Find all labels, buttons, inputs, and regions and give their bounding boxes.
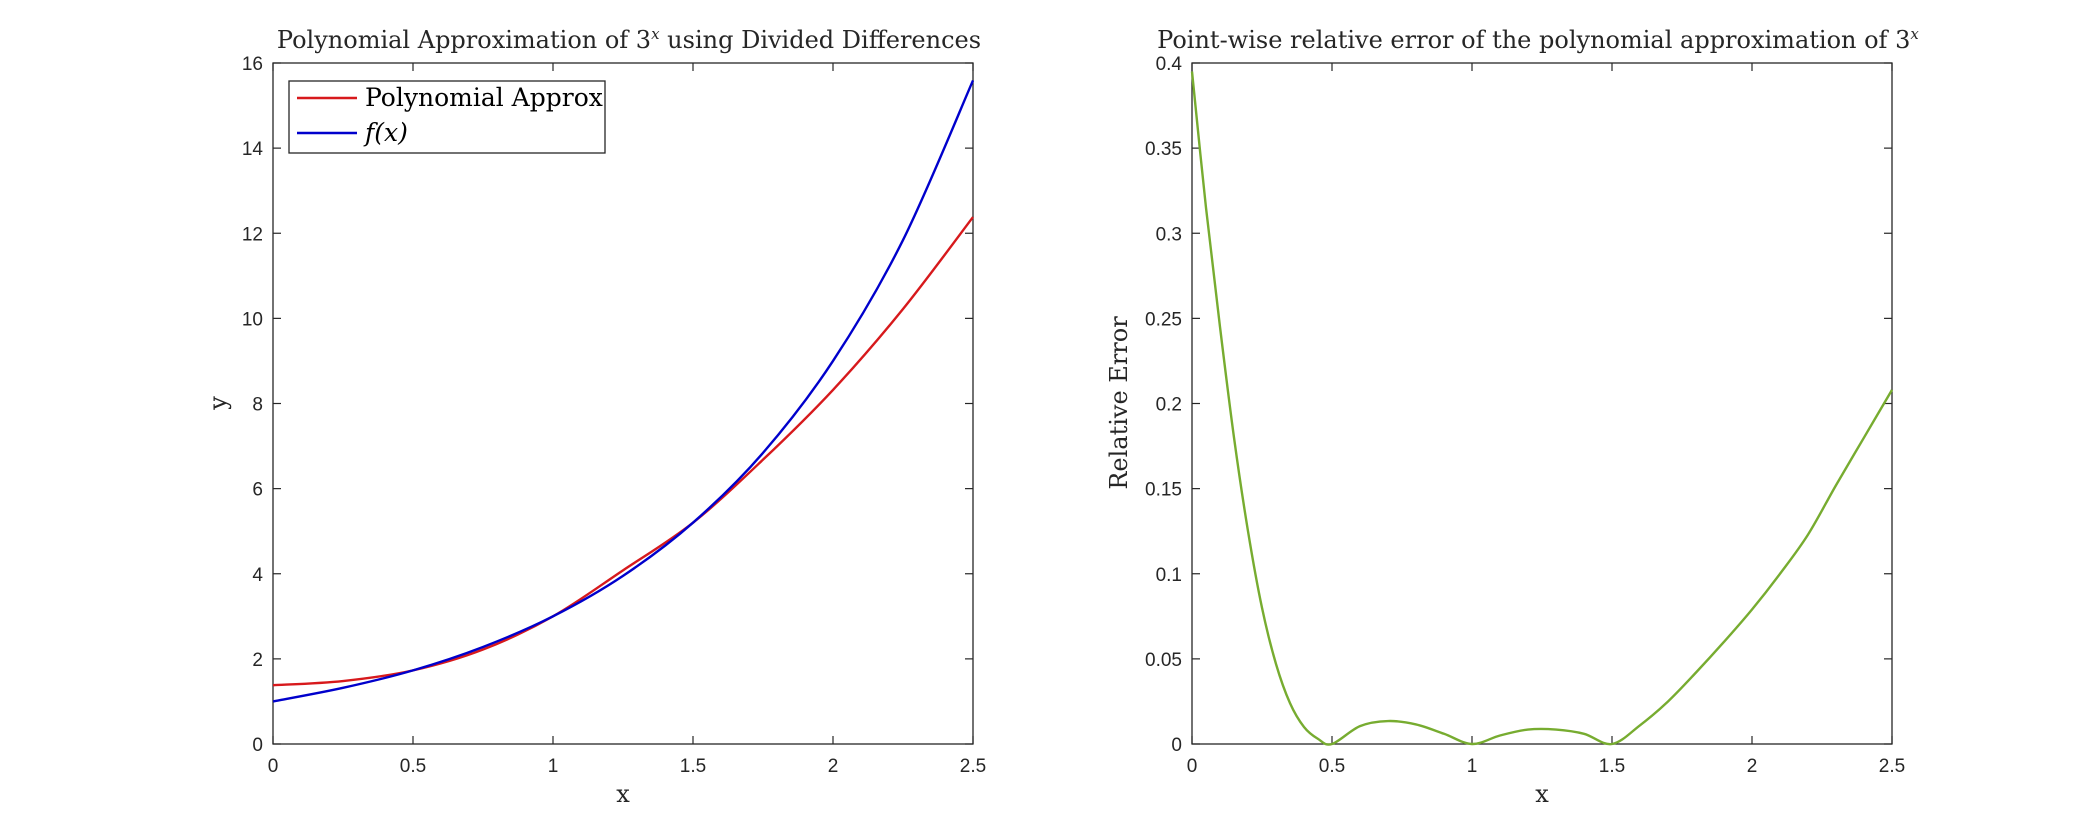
y-tick-label: 6 xyxy=(252,480,263,501)
x-tick-label: 2 xyxy=(828,756,839,777)
y-axis-label: y xyxy=(204,396,232,411)
x-tick-label: 0 xyxy=(268,756,279,777)
y-tick-label: 10 xyxy=(242,309,263,330)
x-tick-label: 0.5 xyxy=(1319,756,1345,777)
x-tick-label: 1.5 xyxy=(1599,756,1625,777)
y-tick-label: 0.3 xyxy=(1156,224,1182,245)
legend-box xyxy=(288,80,606,154)
y-tick-label: 0 xyxy=(252,735,263,756)
y-tick-label: 0.05 xyxy=(1145,650,1182,671)
x-tick-label: 2 xyxy=(1747,756,1758,777)
x-tick-label: 1 xyxy=(1467,756,1478,777)
y-tick-label: 0.1 xyxy=(1156,565,1182,586)
chart-polynomial-approximation: Polynomial Approximation of 3x using Div… xyxy=(204,25,986,808)
y-tick-label: 8 xyxy=(252,395,263,416)
x-tick-label: 2.5 xyxy=(1879,756,1905,777)
y-tick-label: 0.35 xyxy=(1145,139,1182,160)
y-tick-label: 0.15 xyxy=(1145,480,1182,501)
x-tick-label: 2.5 xyxy=(960,756,986,777)
y-tick-label: 0 xyxy=(1171,735,1182,756)
y-tick-label: 0.2 xyxy=(1156,395,1182,416)
x-axis-label: x xyxy=(616,780,630,808)
x-tick-label: 1 xyxy=(548,756,559,777)
y-axis-label: Relative Error xyxy=(1105,316,1133,490)
chart-title: Polynomial Approximation of 3x using Div… xyxy=(277,25,981,54)
y-tick-group: 0 0.05 0.1 0.15 0.2 0.25 0.3 0.35 0.4 xyxy=(1145,54,1892,756)
y-tick-label: 14 xyxy=(242,139,264,160)
x-tick-label: 0.5 xyxy=(400,756,426,777)
x-tick-group: 0 0.5 1 1.5 2 2.5 xyxy=(268,63,986,777)
legend-label-f-x: f(x) xyxy=(363,118,408,147)
y-tick-label: 2 xyxy=(252,650,263,671)
x-tick-group: 0 0.5 1 1.5 2 2.5 xyxy=(1187,63,1905,777)
series-lines xyxy=(272,79,975,703)
series-lines xyxy=(1190,71,1894,746)
legend: Polynomial Approx f(x) xyxy=(288,80,606,154)
chart-relative-error: Point-wise relative error of the polynom… xyxy=(1105,25,1919,808)
series-line-f-x xyxy=(272,79,975,703)
y-tick-label: 12 xyxy=(242,224,263,245)
y-tick-label: 4 xyxy=(252,565,263,586)
y-tick-label: 16 xyxy=(242,54,263,75)
legend-label-polynomial-approx: Polynomial Approx xyxy=(365,83,603,112)
x-axis-label: x xyxy=(1535,780,1549,808)
y-tick-group: 0 2 4 6 8 10 12 14 16 xyxy=(242,54,973,756)
chart-title: Point-wise relative error of the polynom… xyxy=(1157,25,1919,54)
x-tick-label: 1.5 xyxy=(680,756,706,777)
series-line-relative-error xyxy=(1190,71,1894,746)
y-tick-label: 0.25 xyxy=(1145,309,1182,330)
x-tick-label: 0 xyxy=(1187,756,1198,777)
y-tick-label: 0.4 xyxy=(1156,54,1183,75)
